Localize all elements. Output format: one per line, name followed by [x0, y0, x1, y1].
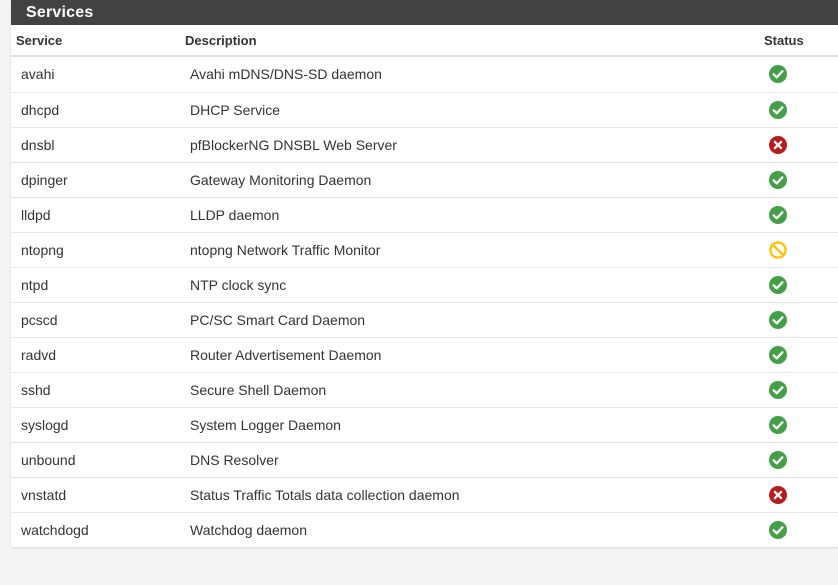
check-circle-icon [769, 206, 787, 224]
table-row: vnstatd Status Traffic Totals data collec… [11, 477, 838, 512]
table-row: ntopng ntopng Network Traffic Monitor [11, 232, 838, 267]
column-header-status: Status [764, 33, 804, 48]
table-row: ntpd NTP clock sync [11, 267, 838, 302]
table-row: sshd Secure Shell Daemon [11, 372, 838, 407]
table-row: watchdogd Watchdog daemon [11, 512, 838, 547]
table-row: lldpd LLDP daemon [11, 197, 838, 232]
table-row: dhcpd DHCP Service [11, 92, 838, 127]
column-header-description: Description [185, 33, 257, 48]
check-circle-icon [769, 171, 787, 189]
service-name: vnstatd [21, 487, 67, 503]
check-circle-icon [769, 65, 787, 83]
check-circle-icon [769, 521, 787, 539]
check-circle-icon [769, 451, 787, 469]
service-description: Avahi mDNS/DNS-SD daemon [190, 66, 382, 82]
table-body: avahi Avahi mDNS/DNS-SD daemon dhcpd DHCP S… [11, 57, 838, 547]
table-row: pcscd PC/SC Smart Card Daemon [11, 302, 838, 337]
check-circle-icon [769, 101, 787, 119]
panel-title: Services [11, 0, 838, 25]
service-description: DHCP Service [190, 102, 280, 118]
service-description: Gateway Monitoring Daemon [190, 172, 372, 188]
service-description: DNS Resolver [190, 452, 279, 468]
service-name: watchdogd [21, 522, 89, 538]
service-name: pcscd [21, 312, 58, 328]
table-header: Service Description Status [11, 25, 838, 57]
service-description: Secure Shell Daemon [190, 382, 327, 398]
service-name: dhcpd [21, 102, 60, 118]
service-name: lldpd [21, 207, 51, 223]
service-description: PC/SC Smart Card Daemon [190, 312, 366, 328]
column-header-service: Service [16, 33, 63, 48]
ban-icon [769, 241, 787, 259]
service-name: ntopng [21, 242, 64, 258]
check-circle-icon [769, 416, 787, 434]
table-row: syslogd System Logger Daemon [11, 407, 838, 442]
service-description: NTP clock sync [190, 277, 287, 293]
service-name: dpinger [21, 172, 68, 188]
service-description: Router Advertisement Daemon [190, 347, 382, 363]
table-row: unbound DNS Resolver [11, 442, 838, 477]
service-description: Watchdog daemon [190, 522, 307, 538]
check-circle-icon [769, 381, 787, 399]
service-name: syslogd [21, 417, 69, 433]
service-description: LLDP daemon [190, 207, 280, 223]
table-row: dpinger Gateway Monitoring Daemon [11, 162, 838, 197]
check-circle-icon [769, 311, 787, 329]
table-row: radvd Router Advertisement Daemon [11, 337, 838, 372]
service-name: avahi [21, 66, 55, 82]
service-name: unbound [21, 452, 76, 468]
service-description: System Logger Daemon [190, 417, 341, 433]
times-circle-icon [769, 136, 787, 154]
services-panel: Services Service Description Status avah… [11, 0, 838, 547]
service-name: dnsbl [21, 137, 55, 153]
service-description: ntopng Network Traffic Monitor [190, 242, 381, 258]
service-name: sshd [21, 382, 51, 398]
times-circle-icon [769, 486, 787, 504]
service-description: pfBlockerNG DNSBL Web Server [190, 137, 397, 153]
table-row: dnsbl pfBlockerNG DNSBL Web Server [11, 127, 838, 162]
service-name: radvd [21, 347, 57, 363]
service-name: ntpd [21, 277, 49, 293]
check-circle-icon [769, 276, 787, 294]
service-description: Status Traffic Totals data collection da… [190, 487, 460, 503]
check-circle-icon [769, 346, 787, 364]
table-row: avahi Avahi mDNS/DNS-SD daemon [11, 57, 838, 92]
